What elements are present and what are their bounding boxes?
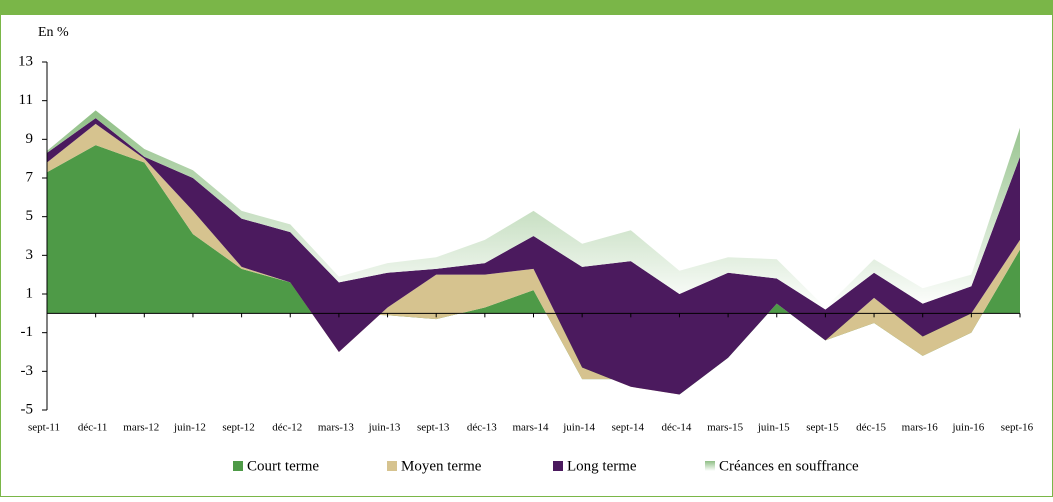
y-tick-label: 9 xyxy=(26,131,34,147)
legend-swatch xyxy=(233,461,243,471)
y-tick-label: 13 xyxy=(18,53,33,69)
x-tick-label: mars-14 xyxy=(512,422,549,434)
x-tick-label: juin-15 xyxy=(757,422,790,434)
header-band xyxy=(0,0,1053,15)
y-tick-label: 5 xyxy=(26,208,34,224)
legend-label: Court terme xyxy=(247,458,319,474)
legend-label: Long terme xyxy=(567,458,637,474)
y-tick-label: -1 xyxy=(21,324,34,340)
x-tick-label: mars-12 xyxy=(123,422,159,434)
x-tick-label: juin-16 xyxy=(951,422,984,434)
y-tick-label: -5 xyxy=(21,401,34,417)
area xyxy=(47,110,1020,310)
legend-swatch xyxy=(387,461,397,471)
area xyxy=(47,145,1020,395)
x-tick-label: sept-16 xyxy=(1001,422,1034,434)
x-tick-label: mars-16 xyxy=(902,422,939,434)
x-tick-label: déc-12 xyxy=(272,422,302,434)
x-tick-label: sept-11 xyxy=(28,422,60,434)
x-tick-label: sept-15 xyxy=(806,422,839,434)
legend-swatch xyxy=(553,461,563,471)
x-tick-label: mars-13 xyxy=(318,422,355,434)
y-tick-label: 11 xyxy=(19,92,33,108)
y-tick-label: 7 xyxy=(26,169,34,185)
x-tick-label: déc-11 xyxy=(78,422,108,434)
x-tick-label: juin-12 xyxy=(173,422,206,434)
legend-label: Moyen terme xyxy=(401,458,482,474)
x-tick-label: sept-12 xyxy=(222,422,254,434)
x-tick-label: déc-14 xyxy=(661,422,691,434)
legend-label: Créances en souffrance xyxy=(719,458,859,474)
x-tick-label: déc-15 xyxy=(856,422,886,434)
area xyxy=(47,118,1020,395)
y-tick-label: -3 xyxy=(21,363,34,379)
y-axis-label: En % xyxy=(38,25,69,40)
y-tick-label: 3 xyxy=(26,247,34,263)
x-tick-label: déc-13 xyxy=(467,422,497,434)
y-tick-label: 1 xyxy=(26,285,34,301)
x-tick-label: juin-14 xyxy=(562,422,595,434)
legend-swatch xyxy=(705,461,715,471)
x-tick-label: mars-15 xyxy=(707,422,744,434)
x-tick-label: juin-13 xyxy=(368,422,401,434)
x-tick-label: sept-14 xyxy=(612,422,645,434)
x-tick-label: sept-13 xyxy=(417,422,450,434)
